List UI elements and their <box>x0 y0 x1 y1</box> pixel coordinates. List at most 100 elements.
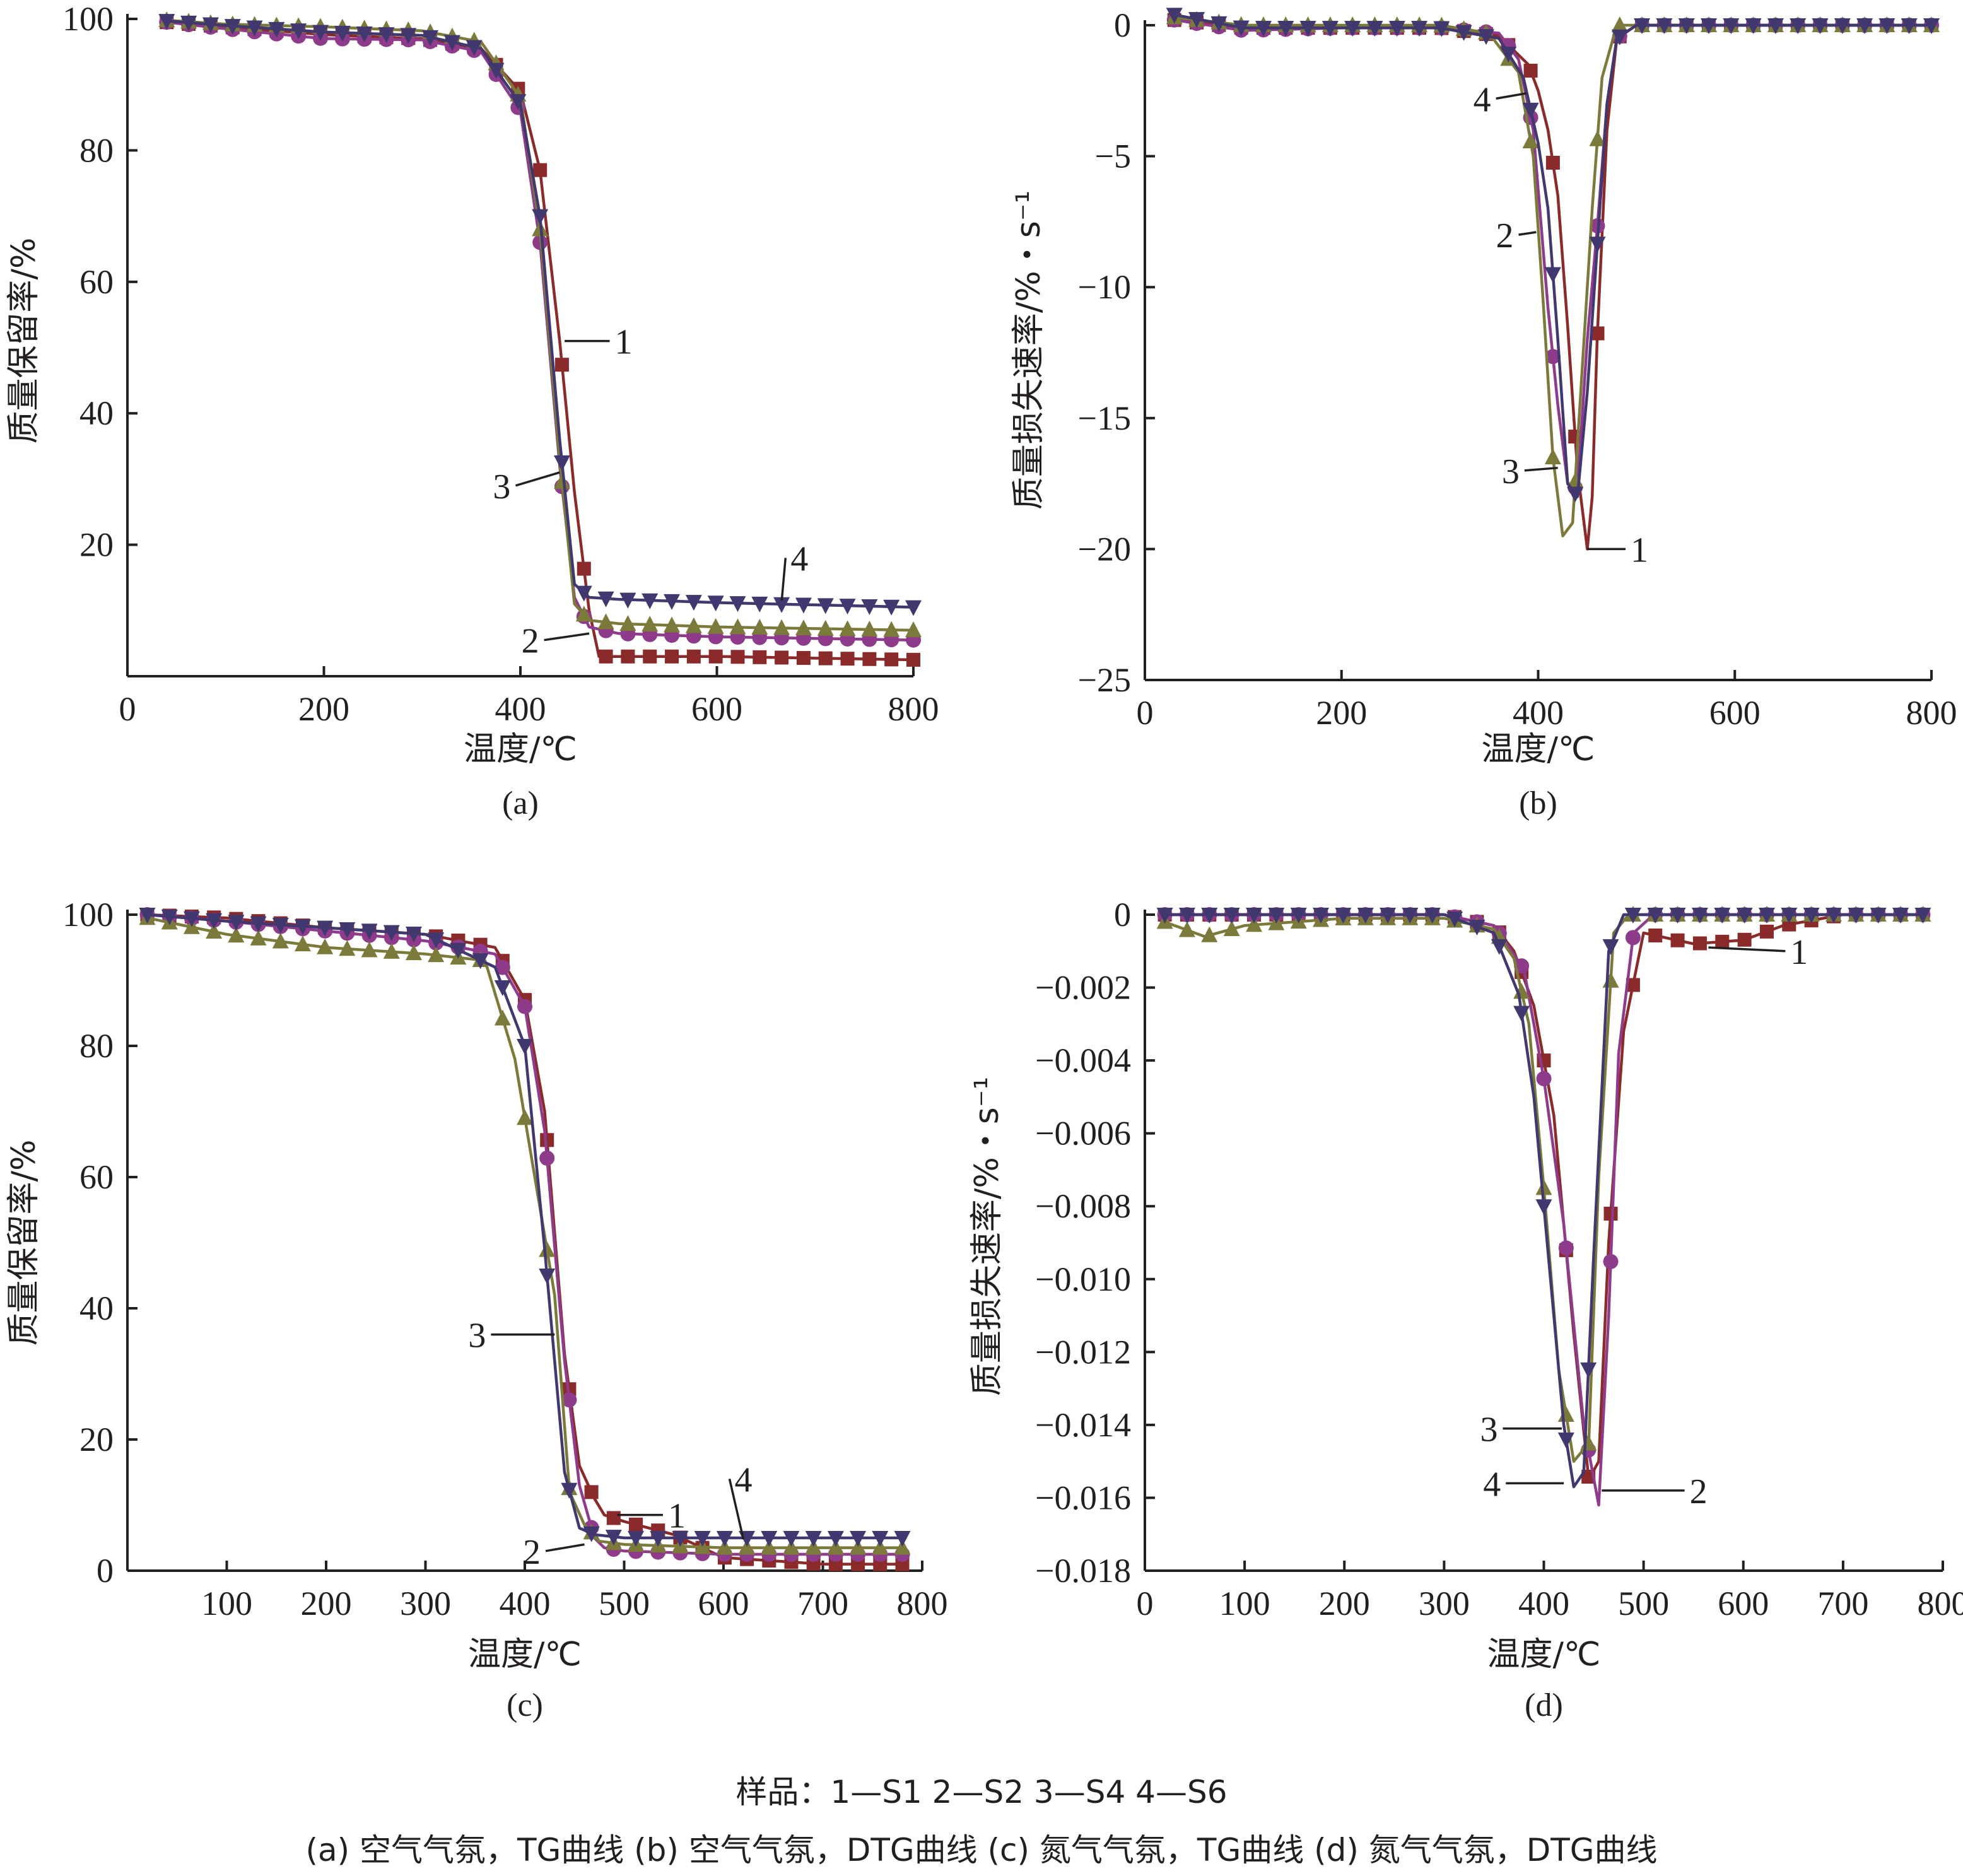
y-tick-label: −15 <box>1078 399 1131 437</box>
series-marker-3 <box>716 1539 733 1555</box>
series-marker-3 <box>597 613 614 630</box>
y-tick-label: 80 <box>79 131 114 169</box>
series-marker-4 <box>1914 908 1931 923</box>
series-marker-4 <box>1201 908 1218 923</box>
series-marker-4 <box>1380 908 1397 923</box>
series-marker-1 <box>796 651 811 665</box>
series-marker-3 <box>383 942 400 959</box>
series-marker-4 <box>805 1531 822 1547</box>
series-marker-3 <box>1557 1406 1574 1422</box>
y-tick-label: 20 <box>79 526 114 564</box>
series-marker-4 <box>472 953 489 970</box>
series-marker-4 <box>1691 908 1708 923</box>
y-tick-label: −0.018 <box>1035 1552 1131 1590</box>
series-marker-4 <box>1446 912 1463 928</box>
series-marker-4 <box>1455 25 1472 41</box>
series-marker-4 <box>488 62 505 79</box>
series-marker-4 <box>510 94 527 110</box>
series-marker-3 <box>1580 1434 1597 1451</box>
curve-label-2: 2 <box>522 622 539 661</box>
series-marker-4 <box>751 596 768 613</box>
series-marker-4 <box>850 1531 867 1547</box>
series-marker-4 <box>872 1531 889 1547</box>
series-marker-4 <box>694 1531 711 1547</box>
series-marker-1 <box>1523 64 1538 78</box>
x-tick-label: 300 <box>400 1585 451 1622</box>
curve-label-4: 4 <box>790 539 808 578</box>
series-marker-4 <box>1647 908 1664 923</box>
series-marker-3 <box>773 619 790 635</box>
x-tick-label: 0 <box>1137 1585 1154 1622</box>
series-marker-4 <box>672 1531 689 1547</box>
x-tick-label: 800 <box>888 690 939 728</box>
series-marker-4 <box>1611 29 1628 45</box>
sample-legend: 样品：1—S1 2—S2 3—S4 4—S6 <box>735 1774 1227 1810</box>
series-marker-4 <box>224 19 241 35</box>
series-marker-3 <box>783 1539 800 1555</box>
series-marker-4 <box>716 1531 733 1547</box>
y-axis-label: 质量损失速率/%・s⁻¹ <box>968 1077 1006 1396</box>
series-marker-1 <box>818 651 833 665</box>
series-marker-1 <box>643 649 657 664</box>
curve-label-1: 1 <box>1631 531 1648 570</box>
series-marker-2 <box>1625 930 1641 946</box>
series-marker-3 <box>861 620 878 636</box>
curve-label-4: 4 <box>1474 80 1491 119</box>
series-4 <box>1156 908 1931 1489</box>
y-axis-label: 质量损失速率/%・s⁻¹ <box>1010 191 1048 510</box>
series-marker-4 <box>158 14 175 30</box>
series-marker-3 <box>405 944 422 961</box>
series-marker-3 <box>839 620 856 636</box>
x-tick-label: 600 <box>698 1585 749 1622</box>
x-tick-label: 500 <box>599 1585 650 1622</box>
series-marker-3 <box>1544 448 1561 465</box>
y-tick-label: −0.006 <box>1035 1115 1131 1152</box>
series-marker-4 <box>1834 18 1851 34</box>
curve-label-1: 1 <box>668 1497 686 1536</box>
series-marker-2 <box>1536 1071 1552 1086</box>
series-marker-4 <box>1268 908 1285 923</box>
series-marker-4 <box>494 980 511 997</box>
series-marker-4 <box>1522 102 1539 119</box>
series-marker-4 <box>685 595 702 611</box>
series-marker-2 <box>1558 1240 1574 1256</box>
series-line-2 <box>1174 18 1931 491</box>
y-tick-label: 60 <box>79 263 114 301</box>
series-marker-4 <box>1714 908 1731 923</box>
series-marker-3 <box>1522 132 1539 149</box>
series-marker-1 <box>606 1511 621 1525</box>
series-marker-4 <box>206 913 223 929</box>
series-marker-4 <box>1589 237 1606 253</box>
series-marker-3 <box>1602 971 1619 988</box>
series-marker-1 <box>629 1517 643 1532</box>
series-marker-4 <box>356 26 373 42</box>
series-marker-4 <box>268 21 285 38</box>
series-marker-3 <box>729 618 746 635</box>
series-marker-3 <box>250 929 267 946</box>
series-marker-4 <box>1388 21 1405 37</box>
y-tick-label: −25 <box>1078 661 1131 699</box>
series-marker-3 <box>850 1539 867 1555</box>
series-marker-4 <box>605 1530 622 1546</box>
x-axis-label: 温度/℃ <box>1487 1636 1601 1674</box>
series-4 <box>1166 8 1940 503</box>
series-marker-3 <box>817 619 834 636</box>
x-tick-label: 200 <box>298 690 349 728</box>
series-marker-4 <box>1723 18 1740 34</box>
series-marker-1 <box>906 652 920 667</box>
series-marker-4 <box>180 15 197 32</box>
series-marker-2 <box>539 1151 555 1166</box>
callout-line-1 <box>1708 946 1786 953</box>
series-marker-3 <box>739 1539 756 1555</box>
series-marker-4 <box>1210 16 1228 32</box>
series-marker-3 <box>707 618 724 634</box>
series-marker-4 <box>1500 46 1517 62</box>
series-marker-4 <box>1745 18 1762 34</box>
series-marker-4 <box>1901 18 1918 34</box>
series-marker-3 <box>827 1539 844 1555</box>
series-marker-4 <box>905 600 922 616</box>
series-marker-4 <box>317 920 334 937</box>
x-tick-label: 100 <box>201 1585 252 1622</box>
x-tick-label: 0 <box>1137 694 1154 732</box>
